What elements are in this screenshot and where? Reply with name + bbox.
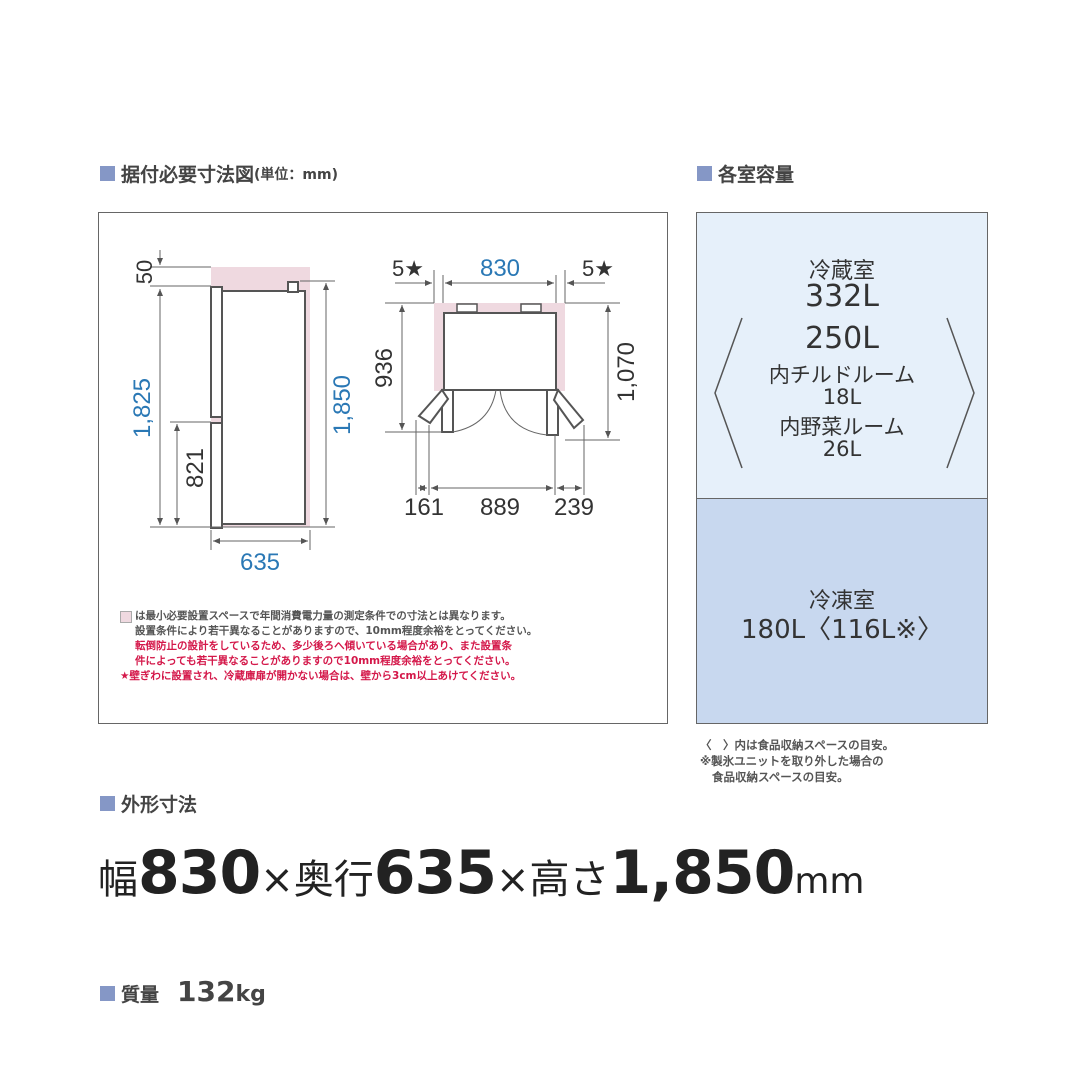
mass-value: 132	[177, 975, 236, 1008]
dim-right-clearance: 5★	[582, 256, 614, 281]
note-line-warning: 件によっても若干異なることがありますので10mm程度余裕をとってください。	[135, 655, 516, 667]
mass-unit: kg	[235, 982, 266, 1007]
hinge-top	[456, 303, 478, 313]
outer-heading-text: 外形寸法	[121, 794, 198, 816]
left-door-open	[441, 389, 454, 433]
dim-right-swing: 239	[554, 494, 594, 521]
right-drawer-open	[552, 388, 585, 430]
fridge-door-lower	[210, 422, 223, 529]
depth-value: 635	[373, 838, 497, 908]
note-line-warning: ★壁ぎわに設置され、冷蔵庫扉が開かない場合は、壁から3cm以上あけてください。	[120, 670, 522, 682]
outer-heading: 外形寸法	[100, 790, 197, 817]
depth-label: 奥行	[293, 857, 374, 903]
clearance-legend-swatch	[120, 611, 132, 623]
right-bracket-icon	[946, 317, 975, 469]
install-heading: 据付必要寸法図 (単位：mm)	[100, 160, 338, 187]
install-diagram-frame	[98, 212, 668, 724]
dim-top-depth: 936	[371, 348, 398, 388]
fridge-compartment: 冷蔵室 332L 250L 内チルドルーム 18L 内野菜ルーム 26L	[697, 213, 987, 499]
install-heading-text: 据付必要寸法図	[121, 164, 255, 186]
fridge-door-upper	[210, 286, 223, 418]
note-line: 設置条件により若干異なることがありますので、10mm程度余裕をとってください。	[135, 625, 538, 637]
capacity-heading: 各室容量	[697, 160, 794, 187]
heading-square-icon	[100, 986, 115, 1001]
fridge-total: 332L	[805, 279, 879, 314]
freezer-value: 180L〈116L※〉	[740, 615, 943, 645]
times-sign: ×	[496, 857, 530, 903]
dim-open-depth: 1,070	[613, 342, 640, 402]
right-door-open	[546, 389, 559, 436]
mass-row: 質量 132 kg	[100, 975, 266, 1008]
fridge-body-side	[221, 290, 306, 525]
veg-label: 内野菜ルーム	[779, 415, 905, 439]
heading-square-icon	[100, 796, 115, 811]
note-line: は最小必要設置スペースで年間消費電力量の測定条件での寸法とは異なります。	[135, 610, 511, 622]
heading-square-icon	[697, 166, 712, 181]
height-value: 1,850	[609, 838, 796, 908]
unit-label: (単位：mm)	[254, 166, 338, 183]
chilled-label: 内チルドルーム	[768, 363, 916, 387]
capacity-notes: 〈 〉内は食品収納スペースの目安。 ※製氷ユニットを取り外した場合の 食品収納ス…	[700, 737, 894, 785]
dim-lower-height: 821	[182, 448, 209, 488]
freezer-compartment: 冷凍室 180L〈116L※〉	[697, 499, 987, 723]
capacity-heading-text: 各室容量	[718, 164, 795, 186]
dim-left-clearance: 5★	[392, 256, 424, 281]
width-value: 830	[138, 838, 261, 908]
hinge	[287, 281, 299, 293]
outer-dimensions: 幅 830 × 奥行 635 × 高さ 1,850 mm	[98, 838, 864, 908]
dim-total-height: 1,850	[329, 375, 356, 435]
left-drawer-open	[417, 388, 450, 425]
note-line: ※製氷ユニットを取り外した場合の	[700, 754, 884, 768]
hinge-top	[520, 303, 542, 313]
width-label: 幅	[98, 857, 138, 903]
dim-left-swing: 161	[404, 494, 444, 521]
dim-top-clearance: 50	[132, 260, 157, 284]
fridge-label: 冷蔵室	[808, 259, 875, 284]
left-bracket-icon	[714, 317, 743, 469]
times-sign: ×	[260, 857, 294, 903]
install-diagram: 50 1,825 821 1,850 635 5★ 830 5★ 936 1,0…	[129, 250, 640, 576]
heading-square-icon	[100, 166, 115, 181]
freezer-label: 冷凍室	[808, 589, 875, 614]
note-line: 食品収納スペースの目安。	[712, 770, 849, 784]
dim-open-width: 889	[480, 494, 520, 521]
install-notes: は最小必要設置スペースで年間消費電力量の測定条件での寸法とは異なります。 設置条…	[120, 609, 660, 684]
unit-mm: mm	[794, 861, 865, 902]
height-label: 高さ	[529, 857, 610, 903]
mass-heading: 質量	[121, 984, 160, 1006]
capacity-box: 冷蔵室 332L 250L 内チルドルーム 18L 内野菜ルーム 26L 冷凍室…	[696, 212, 988, 724]
note-line: 〈 〉内は食品収納スペースの目安。	[700, 738, 895, 752]
dim-depth: 635	[240, 549, 280, 576]
dim-width: 830	[480, 255, 520, 282]
fridge-body-top	[443, 312, 557, 391]
chilled-value: 18L	[822, 385, 862, 409]
note-line-warning: 転倒防止の設計をしているため、多少後ろへ傾いている場合があり、また設置条	[135, 640, 512, 652]
dim-fridge-height: 1,825	[129, 378, 156, 438]
bracket-icons	[714, 317, 975, 469]
fridge-storage: 250L	[805, 321, 879, 356]
veg-value: 26L	[822, 437, 862, 461]
